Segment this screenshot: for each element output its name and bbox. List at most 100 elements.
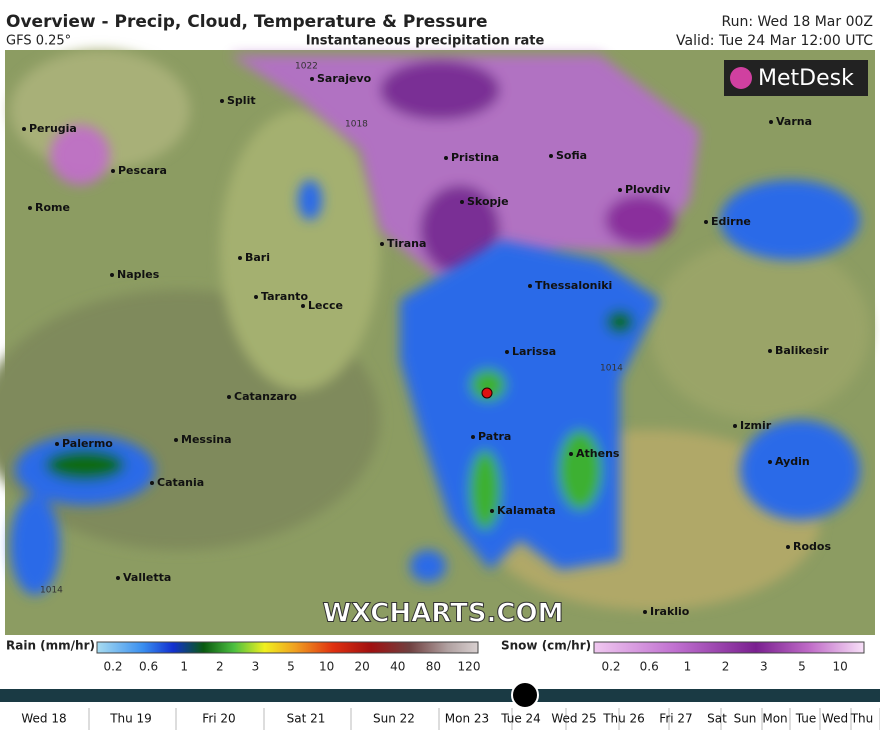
- city-label: Split: [227, 94, 256, 107]
- rain-core: [606, 310, 634, 334]
- snow-area: [380, 60, 500, 120]
- city-label: Messina: [181, 433, 232, 446]
- snow-label: 10: [833, 660, 848, 674]
- timeline-day[interactable]: Thu 26: [602, 712, 645, 726]
- run: Run: Wed 18 Mar 00Z: [721, 14, 873, 30]
- snow-label: 0.6: [640, 660, 659, 674]
- title: Overview - Precip, Cloud, Temperature & …: [6, 12, 488, 32]
- timeline-day[interactable]: Wed 25: [551, 712, 596, 726]
- city-label: Kalamata: [497, 504, 556, 517]
- city-dot: [301, 304, 305, 308]
- city-dot: [733, 424, 737, 428]
- isobar-label: 1014: [600, 364, 623, 374]
- city-label: Lecce: [308, 299, 343, 312]
- city-label: Larissa: [512, 345, 556, 358]
- city-label: Aydin: [775, 455, 810, 468]
- timeline-day[interactable]: Sun 22: [373, 712, 415, 726]
- city-label: Patra: [478, 430, 511, 443]
- city-label: Bari: [245, 251, 270, 264]
- city-label: Athens: [576, 447, 620, 460]
- snow-area: [605, 195, 675, 245]
- location-marker: [481, 387, 493, 399]
- timeline-day[interactable]: Thu: [850, 712, 874, 726]
- timeline-day[interactable]: Tue: [795, 712, 817, 726]
- isobar-label: 1014: [40, 586, 63, 596]
- snow-area: [230, 55, 700, 280]
- timeline-day[interactable]: Wed: [822, 712, 848, 726]
- snow-bar: [593, 641, 865, 654]
- city-label: Catanzaro: [234, 390, 297, 403]
- city-dot: [643, 610, 647, 614]
- city-label: Izmir: [740, 419, 772, 432]
- rain-core: [470, 369, 506, 401]
- timeline-day[interactable]: Sat: [707, 712, 727, 726]
- city-dot: [768, 349, 772, 353]
- timeline-day[interactable]: Mon 23: [445, 712, 489, 726]
- city-label: Iraklio: [650, 605, 690, 618]
- city-dot: [254, 295, 258, 299]
- city-label: Perugia: [29, 122, 77, 135]
- city-label: Sarajevo: [317, 72, 372, 85]
- city-label: Catania: [157, 476, 204, 489]
- city-label: Thessaloniki: [535, 279, 612, 292]
- rain-label: 0.6: [139, 660, 158, 674]
- timeline-day[interactable]: Wed 18: [21, 712, 66, 726]
- timeline-day[interactable]: Thu 19: [109, 712, 152, 726]
- rain-label: 20: [355, 660, 370, 674]
- city-dot: [22, 127, 26, 131]
- snow-label: 2: [722, 660, 730, 674]
- snow-label: 0.2: [601, 660, 620, 674]
- timeline-bar[interactable]: [0, 689, 880, 702]
- timeline-day[interactable]: Tue 24: [500, 712, 541, 726]
- rain-area: [720, 180, 860, 260]
- subtitle: Instantaneous precipitation rate: [306, 34, 545, 49]
- city-label: Valletta: [123, 571, 171, 584]
- snow-area: [50, 125, 110, 185]
- timeline-day[interactable]: Sun: [734, 712, 757, 726]
- rain-label: 120: [458, 660, 481, 674]
- timeline-day[interactable]: Fri 20: [202, 712, 235, 726]
- rain-label: 0.2: [103, 660, 122, 674]
- timeline-day[interactable]: Mon: [762, 712, 787, 726]
- city-label: Tirana: [387, 237, 426, 250]
- timeline-day[interactable]: Fri 27: [659, 712, 692, 726]
- snow-label: 5: [798, 660, 806, 674]
- city-dot: [505, 350, 509, 354]
- city-dot: [490, 509, 494, 513]
- city-dot: [174, 438, 178, 442]
- rain-core: [558, 430, 602, 510]
- rain-label: 10: [319, 660, 334, 674]
- city-dot: [150, 481, 154, 485]
- city-label: Naples: [117, 268, 160, 281]
- city-dot: [116, 576, 120, 580]
- rain-core: [469, 450, 501, 530]
- rain-area: [740, 420, 860, 520]
- city-dot: [28, 206, 32, 210]
- logo: MetDesk: [758, 66, 854, 91]
- timeline-handle[interactable]: [511, 681, 539, 709]
- city-dot: [786, 545, 790, 549]
- city-label: Skopje: [467, 195, 509, 208]
- rain-label: 1: [180, 660, 188, 674]
- city-label: Pristina: [451, 151, 499, 164]
- rain-title: Rain (mm/hr): [6, 639, 95, 653]
- valid: Valid: Tue 24 Mar 12:00 UTC: [676, 33, 873, 49]
- city-label: Balikesir: [775, 344, 829, 357]
- isobar-label: 1022: [295, 62, 318, 72]
- rain-bar: [96, 641, 479, 654]
- city-dot: [111, 169, 115, 173]
- isobar-label: 1018: [345, 120, 368, 130]
- rain-area: [298, 180, 322, 220]
- city-label: Varna: [776, 115, 812, 128]
- city-dot: [704, 220, 708, 224]
- snow-title: Snow (cm/hr): [501, 639, 591, 653]
- rain-core: [45, 449, 125, 481]
- rain-area: [10, 495, 60, 595]
- city-dot: [238, 256, 242, 260]
- timeline-day[interactable]: Sat 21: [287, 712, 326, 726]
- city-dot: [220, 99, 224, 103]
- city-dot: [110, 273, 114, 277]
- city-dot: [769, 120, 773, 124]
- rain-label: 80: [426, 660, 441, 674]
